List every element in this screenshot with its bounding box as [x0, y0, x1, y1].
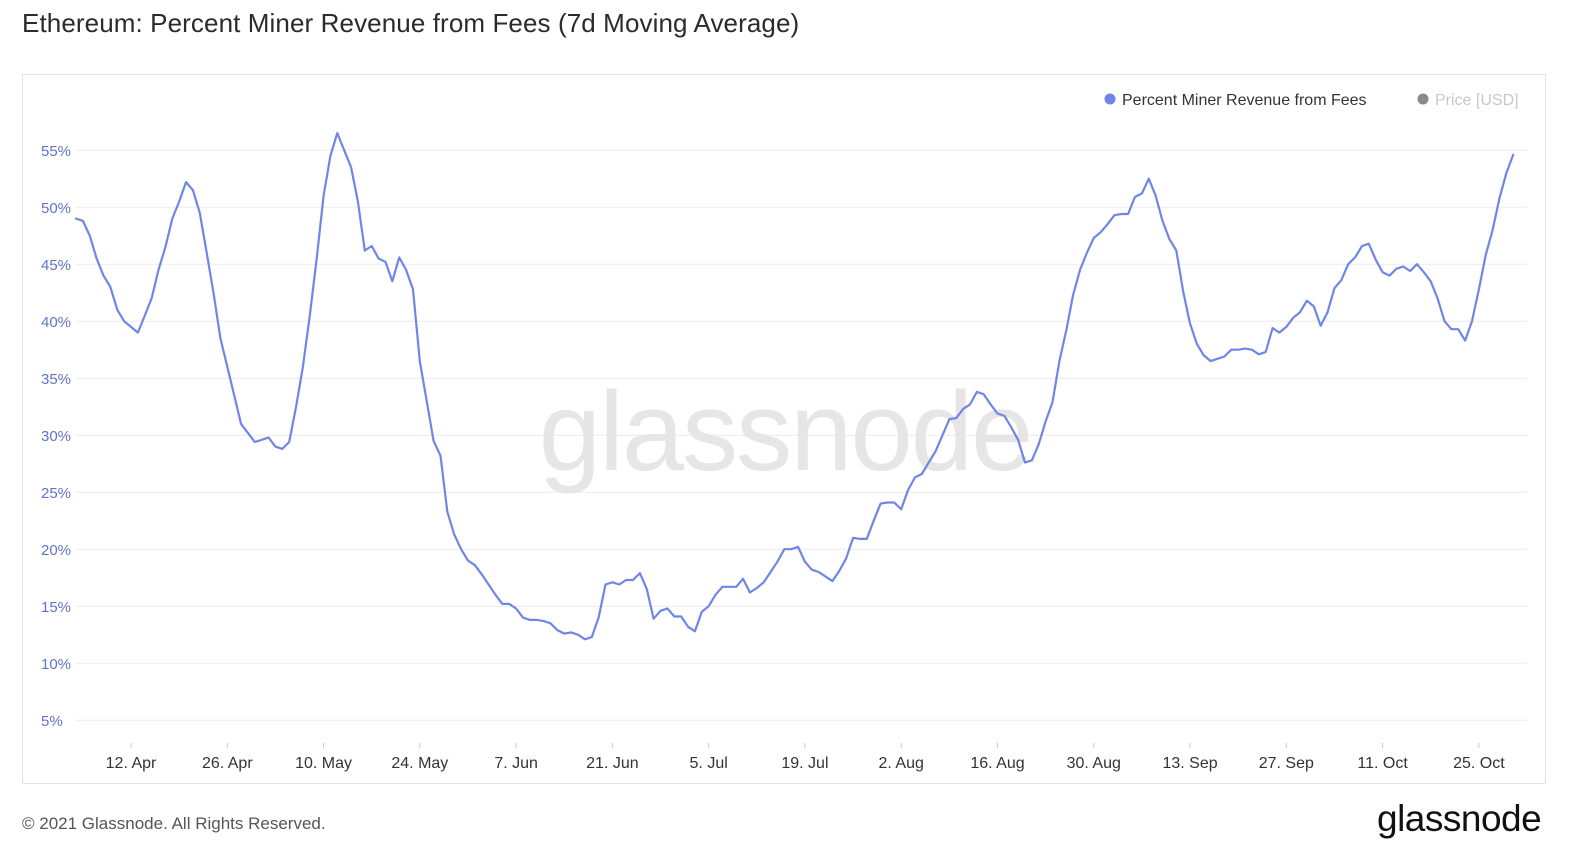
- y-tick-label: 20%: [41, 542, 71, 559]
- legend: Percent Miner Revenue from Fees Price [US…: [1104, 92, 1519, 109]
- copyright-footer: © 2021 Glassnode. All Rights Reserved.: [22, 814, 326, 833]
- series-layer: [74, 132, 1515, 641]
- y-tick-label: 35%: [41, 371, 71, 388]
- y-tick-label: 30%: [41, 428, 71, 445]
- y-tick-label: 25%: [41, 485, 71, 502]
- y-axis: 5% 10% 15% 20% 25% 30% 35% 40% 45% 50% 55%: [41, 143, 71, 730]
- y-tick-label: 45%: [41, 257, 71, 274]
- legend-marker-price: [1417, 93, 1429, 105]
- glassnode-logo: glassnode: [1377, 798, 1542, 839]
- series-line: [74, 132, 1515, 641]
- x-tick-label: 25. Oct: [1453, 755, 1505, 772]
- x-tick-label: 19. Jul: [781, 755, 828, 772]
- x-tick-label: 16. Aug: [970, 755, 1024, 772]
- chart-panel: [22, 74, 1546, 784]
- legend-marker-fees: [1104, 93, 1116, 105]
- y-tick-label: 55%: [41, 143, 71, 160]
- x-tick-label: 30. Aug: [1067, 755, 1121, 772]
- x-tick-label: 10. May: [295, 755, 352, 772]
- x-tick-label: 5. Jul: [690, 755, 728, 772]
- legend-label-fees: Percent Miner Revenue from Fees: [1122, 92, 1367, 109]
- gridlines: [76, 149, 1527, 721]
- x-tick-label: 13. Sep: [1162, 755, 1217, 772]
- x-tick-label: 11. Oct: [1357, 755, 1408, 772]
- x-tick-label: 26. Apr: [202, 755, 253, 772]
- x-tick-label: 7. Jun: [494, 755, 538, 772]
- x-tick-label: 24. May: [391, 755, 448, 772]
- y-tick-label: 15%: [41, 599, 71, 616]
- chart-title: Ethereum: Percent Miner Revenue from Fee…: [22, 8, 800, 38]
- watermark: glassnode: [539, 369, 1032, 494]
- x-tick-label: 12. Apr: [106, 755, 157, 772]
- legend-label-price: Price [USD]: [1435, 92, 1519, 109]
- x-axis: 12. Apr 26. Apr 10. May 24. May 7. Jun 21. Ju…: [106, 743, 1505, 772]
- y-tick-label: 5%: [41, 713, 63, 730]
- y-tick-label: 10%: [41, 656, 71, 673]
- x-tick-label: 2. Aug: [879, 755, 924, 772]
- x-tick-label: 21. Jun: [586, 755, 638, 772]
- y-tick-label: 50%: [41, 200, 71, 217]
- x-tick-label: 27. Sep: [1259, 755, 1314, 772]
- y-tick-label: 40%: [41, 314, 71, 331]
